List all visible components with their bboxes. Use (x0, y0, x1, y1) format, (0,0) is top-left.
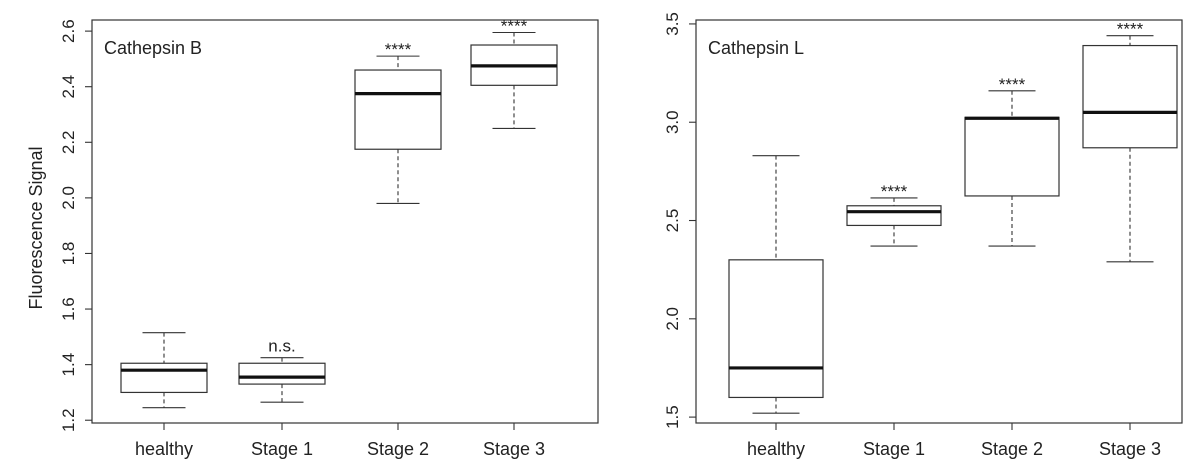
panel-title: Cathepsin B (104, 38, 202, 58)
iqr-box (120, 362, 208, 394)
significance-label: **** (385, 40, 412, 59)
y-tick-label: 1.4 (59, 353, 78, 377)
iqr-box (1082, 44, 1178, 149)
panel-title: Cathepsin L (708, 38, 804, 58)
x-tick-label: Stage 3 (1099, 439, 1161, 459)
significance-label: **** (881, 182, 908, 201)
y-tick-label: 2.0 (59, 186, 78, 210)
x-tick-label: Stage 2 (981, 439, 1043, 459)
iqr-box (354, 69, 442, 150)
significance-label: **** (999, 75, 1026, 94)
plot-frame (695, 19, 1183, 424)
y-tick-label: 2.4 (59, 75, 78, 99)
box-stage-1: Stage 1 n.s. (238, 337, 326, 459)
y-tick-label: 2.2 (59, 130, 78, 154)
y-tick-label: 3.0 (663, 110, 682, 134)
panel-cathepsin-l: Cathepsin L 1.5 2.0 2.5 3.0 3.5 healthy Stage 1… (663, 12, 1183, 459)
y-tick-label: 1.5 (663, 405, 682, 429)
y-tick-label: 2.0 (663, 307, 682, 331)
box-healthy: healthy (728, 155, 824, 459)
plot-frame (91, 19, 599, 424)
y-tick-label: 1.6 (59, 297, 78, 321)
y-tick-label: 2.6 (59, 19, 78, 43)
x-tick-label: healthy (747, 439, 805, 459)
box-stage-2: Stage 2 **** (964, 75, 1060, 459)
x-tick-label: Stage 2 (367, 439, 429, 459)
x-tick-label: Stage 1 (251, 439, 313, 459)
y-tick-label: 1.2 (59, 408, 78, 432)
significance-label: **** (501, 17, 528, 36)
x-tick-label: Stage 1 (863, 439, 925, 459)
box-stage-3: Stage 3 **** (470, 17, 558, 459)
y-axis-label: Fluorescence Signal (26, 146, 46, 309)
box-stage-2: Stage 2 **** (354, 40, 442, 459)
iqr-box (238, 362, 326, 385)
y-tick-label: 2.5 (663, 209, 682, 233)
iqr-box (964, 116, 1060, 197)
x-tick-label: healthy (135, 439, 193, 459)
box-stage-1: Stage 1 **** (846, 182, 942, 459)
y-tick-label: 1.8 (59, 242, 78, 266)
box-stage-3: Stage 3 **** (1082, 20, 1178, 459)
iqr-box (846, 205, 942, 227)
iqr-box (728, 259, 824, 399)
y-tick-label: 3.5 (663, 12, 682, 36)
panel-cathepsin-b: Cathepsin B 1.2 1.4 1.6 1.8 2.0 2.2 2.4 2.6 healt… (59, 17, 599, 459)
significance-label: **** (1117, 20, 1144, 39)
significance-label: n.s. (268, 337, 295, 356)
x-tick-label: Stage 3 (483, 439, 545, 459)
box-healthy: healthy (120, 332, 208, 459)
